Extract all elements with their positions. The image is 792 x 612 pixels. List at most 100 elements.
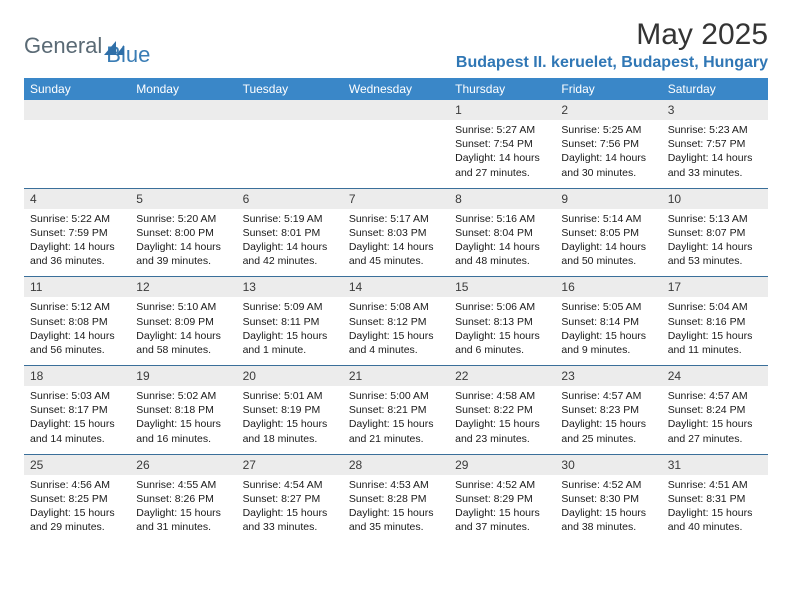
day-body-cell: Sunrise: 5:12 AMSunset: 8:08 PMDaylight:… bbox=[24, 297, 130, 365]
daylight-line: Daylight: 15 hours and 37 minutes. bbox=[455, 506, 549, 534]
sunrise-line: Sunrise: 4:51 AM bbox=[668, 478, 762, 492]
day-body-cell: Sunrise: 5:02 AMSunset: 8:18 PMDaylight:… bbox=[130, 386, 236, 454]
dow-cell: Thursday bbox=[449, 78, 555, 100]
day-number: 28 bbox=[343, 454, 449, 475]
sunrise-line: Sunrise: 5:03 AM bbox=[30, 389, 124, 403]
day-number-cell: 16 bbox=[555, 276, 661, 297]
table-row: Sunrise: 5:27 AMSunset: 7:54 PMDaylight:… bbox=[24, 120, 768, 188]
day-number: 16 bbox=[555, 276, 661, 297]
day-number-cell: 28 bbox=[343, 454, 449, 475]
sunrise-line: Sunrise: 5:05 AM bbox=[561, 300, 655, 314]
sunset-line: Sunset: 8:03 PM bbox=[349, 226, 443, 240]
day-number: 19 bbox=[130, 365, 236, 386]
day-body: Sunrise: 4:53 AMSunset: 8:28 PMDaylight:… bbox=[343, 475, 449, 543]
day-number bbox=[24, 100, 130, 120]
daylight-line: Daylight: 14 hours and 58 minutes. bbox=[136, 329, 230, 357]
day-body-cell: Sunrise: 5:03 AMSunset: 8:17 PMDaylight:… bbox=[24, 386, 130, 454]
day-body: Sunrise: 4:56 AMSunset: 8:25 PMDaylight:… bbox=[24, 475, 130, 543]
day-body: Sunrise: 5:01 AMSunset: 8:19 PMDaylight:… bbox=[237, 386, 343, 454]
day-number: 9 bbox=[555, 188, 661, 209]
daylight-line: Daylight: 15 hours and 27 minutes. bbox=[668, 417, 762, 445]
location-label: Budapest II. keruelet, Budapest, Hungary bbox=[456, 54, 768, 72]
day-body: Sunrise: 5:20 AMSunset: 8:00 PMDaylight:… bbox=[130, 209, 236, 277]
sunrise-line: Sunrise: 5:10 AM bbox=[136, 300, 230, 314]
day-number-cell bbox=[237, 100, 343, 120]
day-body-cell: Sunrise: 5:04 AMSunset: 8:16 PMDaylight:… bbox=[662, 297, 768, 365]
sunrise-line: Sunrise: 4:52 AM bbox=[455, 478, 549, 492]
day-number-cell: 27 bbox=[237, 454, 343, 475]
sunrise-line: Sunrise: 4:57 AM bbox=[668, 389, 762, 403]
table-row: Sunrise: 5:12 AMSunset: 8:08 PMDaylight:… bbox=[24, 297, 768, 365]
day-body: Sunrise: 5:10 AMSunset: 8:09 PMDaylight:… bbox=[130, 297, 236, 365]
sunrise-line: Sunrise: 5:12 AM bbox=[30, 300, 124, 314]
day-body: Sunrise: 5:14 AMSunset: 8:05 PMDaylight:… bbox=[555, 209, 661, 277]
day-body: Sunrise: 5:08 AMSunset: 8:12 PMDaylight:… bbox=[343, 297, 449, 365]
day-body: Sunrise: 5:12 AMSunset: 8:08 PMDaylight:… bbox=[24, 297, 130, 365]
day-number-cell: 26 bbox=[130, 454, 236, 475]
daylight-line: Daylight: 15 hours and 23 minutes. bbox=[455, 417, 549, 445]
day-number-cell: 24 bbox=[662, 365, 768, 386]
day-number-cell bbox=[24, 100, 130, 120]
day-body-cell: Sunrise: 4:53 AMSunset: 8:28 PMDaylight:… bbox=[343, 475, 449, 543]
day-number-cell: 29 bbox=[449, 454, 555, 475]
day-body-cell: Sunrise: 5:05 AMSunset: 8:14 PMDaylight:… bbox=[555, 297, 661, 365]
daylight-line: Daylight: 15 hours and 18 minutes. bbox=[243, 417, 337, 445]
day-body: Sunrise: 5:06 AMSunset: 8:13 PMDaylight:… bbox=[449, 297, 555, 365]
day-number: 12 bbox=[130, 276, 236, 297]
day-number-cell: 21 bbox=[343, 365, 449, 386]
sunset-line: Sunset: 8:12 PM bbox=[349, 315, 443, 329]
day-body bbox=[130, 120, 236, 178]
sunrise-line: Sunrise: 5:13 AM bbox=[668, 212, 762, 226]
table-row: 11121314151617 bbox=[24, 276, 768, 297]
table-row: Sunrise: 5:22 AMSunset: 7:59 PMDaylight:… bbox=[24, 209, 768, 277]
day-body bbox=[24, 120, 130, 178]
day-number: 25 bbox=[24, 454, 130, 475]
daylight-line: Daylight: 15 hours and 1 minute. bbox=[243, 329, 337, 357]
day-number-cell: 11 bbox=[24, 276, 130, 297]
day-number-cell: 1 bbox=[449, 100, 555, 120]
day-body-cell: Sunrise: 5:09 AMSunset: 8:11 PMDaylight:… bbox=[237, 297, 343, 365]
day-number: 17 bbox=[662, 276, 768, 297]
day-number: 15 bbox=[449, 276, 555, 297]
month-title: May 2025 bbox=[456, 18, 768, 52]
sunrise-line: Sunrise: 5:01 AM bbox=[243, 389, 337, 403]
day-body-cell: Sunrise: 5:16 AMSunset: 8:04 PMDaylight:… bbox=[449, 209, 555, 277]
day-body-cell: Sunrise: 4:57 AMSunset: 8:24 PMDaylight:… bbox=[662, 386, 768, 454]
sunset-line: Sunset: 8:00 PM bbox=[136, 226, 230, 240]
day-body: Sunrise: 5:22 AMSunset: 7:59 PMDaylight:… bbox=[24, 209, 130, 277]
title-block: May 2025 Budapest II. keruelet, Budapest… bbox=[456, 18, 768, 72]
sunset-line: Sunset: 7:56 PM bbox=[561, 137, 655, 151]
table-row: 25262728293031 bbox=[24, 454, 768, 475]
sunset-line: Sunset: 8:05 PM bbox=[561, 226, 655, 240]
sunrise-line: Sunrise: 5:23 AM bbox=[668, 123, 762, 137]
sunset-line: Sunset: 8:17 PM bbox=[30, 403, 124, 417]
daylight-line: Daylight: 15 hours and 31 minutes. bbox=[136, 506, 230, 534]
day-number: 23 bbox=[555, 365, 661, 386]
day-body-cell: Sunrise: 5:14 AMSunset: 8:05 PMDaylight:… bbox=[555, 209, 661, 277]
daylight-line: Daylight: 15 hours and 40 minutes. bbox=[668, 506, 762, 534]
sunset-line: Sunset: 8:25 PM bbox=[30, 492, 124, 506]
day-body-cell: Sunrise: 4:57 AMSunset: 8:23 PMDaylight:… bbox=[555, 386, 661, 454]
day-body: Sunrise: 5:27 AMSunset: 7:54 PMDaylight:… bbox=[449, 120, 555, 188]
sunset-line: Sunset: 7:57 PM bbox=[668, 137, 762, 151]
day-number-cell: 18 bbox=[24, 365, 130, 386]
daylight-line: Daylight: 14 hours and 42 minutes. bbox=[243, 240, 337, 268]
sunset-line: Sunset: 8:30 PM bbox=[561, 492, 655, 506]
day-body: Sunrise: 5:00 AMSunset: 8:21 PMDaylight:… bbox=[343, 386, 449, 454]
day-body: Sunrise: 5:16 AMSunset: 8:04 PMDaylight:… bbox=[449, 209, 555, 277]
day-number-cell: 2 bbox=[555, 100, 661, 120]
sunrise-line: Sunrise: 4:57 AM bbox=[561, 389, 655, 403]
daylight-line: Daylight: 15 hours and 14 minutes. bbox=[30, 417, 124, 445]
sunset-line: Sunset: 8:21 PM bbox=[349, 403, 443, 417]
day-body: Sunrise: 5:05 AMSunset: 8:14 PMDaylight:… bbox=[555, 297, 661, 365]
day-number-cell: 22 bbox=[449, 365, 555, 386]
day-number-cell: 6 bbox=[237, 188, 343, 209]
day-body: Sunrise: 4:54 AMSunset: 8:27 PMDaylight:… bbox=[237, 475, 343, 543]
day-body-cell: Sunrise: 5:25 AMSunset: 7:56 PMDaylight:… bbox=[555, 120, 661, 188]
calendar-table: SundayMondayTuesdayWednesdayThursdayFrid… bbox=[24, 78, 768, 542]
day-number: 21 bbox=[343, 365, 449, 386]
daylight-line: Daylight: 15 hours and 21 minutes. bbox=[349, 417, 443, 445]
day-number-cell: 4 bbox=[24, 188, 130, 209]
daylight-line: Daylight: 15 hours and 25 minutes. bbox=[561, 417, 655, 445]
day-body: Sunrise: 5:13 AMSunset: 8:07 PMDaylight:… bbox=[662, 209, 768, 277]
